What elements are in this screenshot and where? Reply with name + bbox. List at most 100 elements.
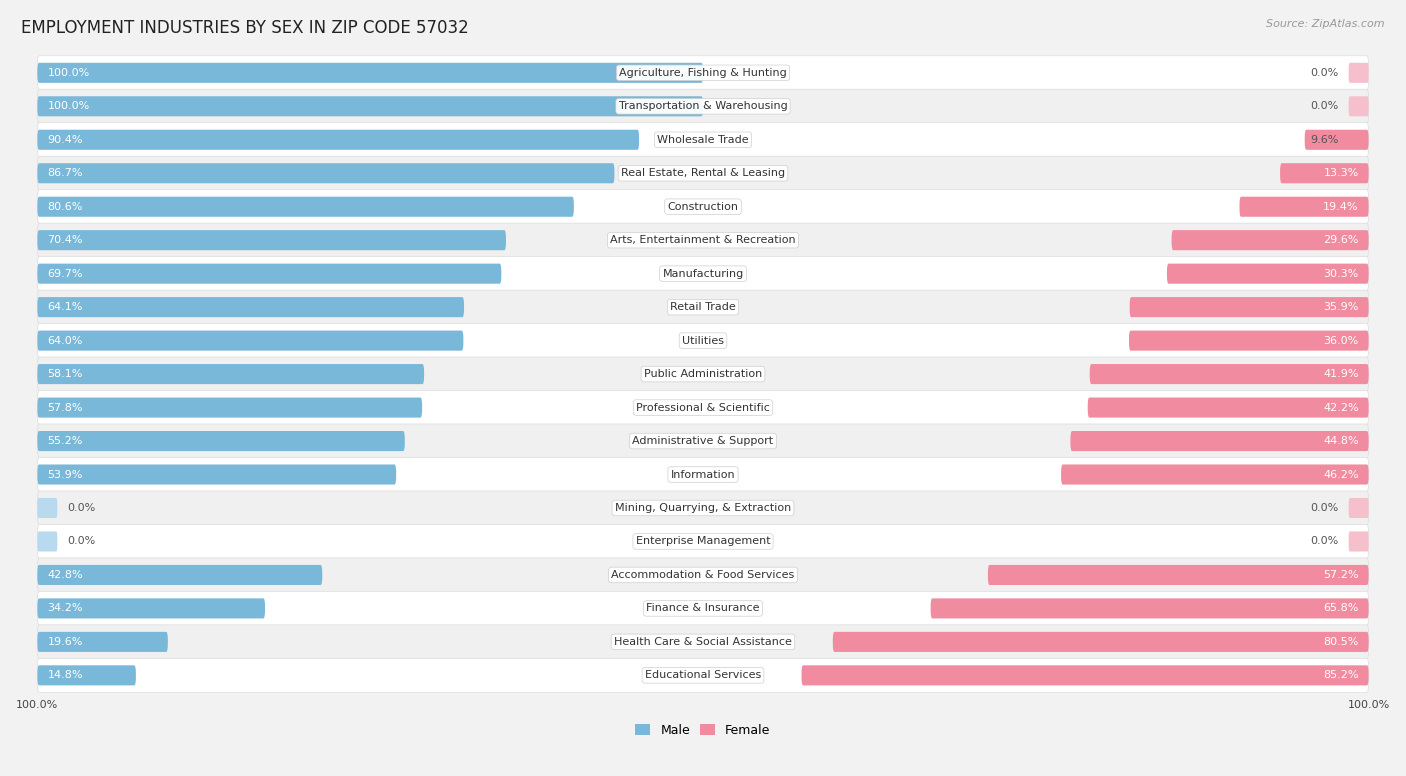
FancyBboxPatch shape	[931, 598, 1368, 618]
FancyBboxPatch shape	[1167, 264, 1368, 284]
Text: Finance & Insurance: Finance & Insurance	[647, 604, 759, 613]
Text: Mining, Quarrying, & Extraction: Mining, Quarrying, & Extraction	[614, 503, 792, 513]
FancyBboxPatch shape	[38, 264, 502, 284]
Text: 29.6%: 29.6%	[1323, 235, 1358, 245]
Text: 0.0%: 0.0%	[1310, 102, 1339, 111]
FancyBboxPatch shape	[38, 431, 405, 451]
FancyBboxPatch shape	[38, 297, 464, 317]
FancyBboxPatch shape	[38, 532, 58, 552]
FancyBboxPatch shape	[38, 189, 1368, 223]
FancyBboxPatch shape	[1348, 532, 1368, 552]
Text: 19.6%: 19.6%	[48, 637, 83, 647]
Text: Wholesale Trade: Wholesale Trade	[657, 135, 749, 145]
FancyBboxPatch shape	[38, 525, 1368, 559]
FancyBboxPatch shape	[1348, 498, 1368, 518]
FancyBboxPatch shape	[38, 465, 396, 484]
Text: Utilities: Utilities	[682, 335, 724, 345]
Text: Arts, Entertainment & Recreation: Arts, Entertainment & Recreation	[610, 235, 796, 245]
FancyBboxPatch shape	[38, 625, 1368, 659]
FancyBboxPatch shape	[38, 89, 1368, 123]
Text: 30.3%: 30.3%	[1323, 268, 1358, 279]
FancyBboxPatch shape	[1348, 63, 1368, 83]
Text: 100.0%: 100.0%	[17, 701, 59, 711]
Text: Construction: Construction	[668, 202, 738, 212]
Text: 80.6%: 80.6%	[48, 202, 83, 212]
FancyBboxPatch shape	[38, 96, 703, 116]
Text: Transportation & Warehousing: Transportation & Warehousing	[619, 102, 787, 111]
FancyBboxPatch shape	[38, 230, 506, 250]
Text: 35.9%: 35.9%	[1323, 302, 1358, 312]
FancyBboxPatch shape	[1171, 230, 1368, 250]
FancyBboxPatch shape	[38, 424, 1368, 458]
Text: 70.4%: 70.4%	[48, 235, 83, 245]
Text: 14.8%: 14.8%	[48, 670, 83, 681]
Text: 65.8%: 65.8%	[1323, 604, 1358, 613]
FancyBboxPatch shape	[38, 565, 322, 585]
Text: Professional & Scientific: Professional & Scientific	[636, 403, 770, 413]
FancyBboxPatch shape	[38, 257, 1368, 291]
Text: 85.2%: 85.2%	[1323, 670, 1358, 681]
Text: 80.5%: 80.5%	[1323, 637, 1358, 647]
Text: 42.2%: 42.2%	[1323, 403, 1358, 413]
Text: 64.0%: 64.0%	[48, 335, 83, 345]
FancyBboxPatch shape	[1279, 163, 1368, 183]
FancyBboxPatch shape	[38, 156, 1368, 190]
Text: Administrative & Support: Administrative & Support	[633, 436, 773, 446]
FancyBboxPatch shape	[1305, 130, 1368, 150]
Text: 100.0%: 100.0%	[48, 102, 90, 111]
Legend: Male, Female: Male, Female	[630, 719, 776, 742]
Text: 0.0%: 0.0%	[67, 503, 96, 513]
FancyBboxPatch shape	[38, 558, 1368, 592]
Text: 41.9%: 41.9%	[1323, 369, 1358, 379]
FancyBboxPatch shape	[1088, 397, 1368, 417]
FancyBboxPatch shape	[38, 163, 614, 183]
FancyBboxPatch shape	[38, 665, 136, 685]
Text: 86.7%: 86.7%	[48, 168, 83, 178]
FancyBboxPatch shape	[38, 130, 640, 150]
FancyBboxPatch shape	[1129, 297, 1368, 317]
FancyBboxPatch shape	[988, 565, 1368, 585]
Text: 100.0%: 100.0%	[1347, 701, 1389, 711]
Text: 42.8%: 42.8%	[48, 570, 83, 580]
Text: Public Administration: Public Administration	[644, 369, 762, 379]
FancyBboxPatch shape	[38, 498, 58, 518]
FancyBboxPatch shape	[38, 357, 1368, 391]
Text: 53.9%: 53.9%	[48, 469, 83, 480]
Text: 13.3%: 13.3%	[1323, 168, 1358, 178]
FancyBboxPatch shape	[832, 632, 1368, 652]
FancyBboxPatch shape	[38, 591, 1368, 625]
Text: 19.4%: 19.4%	[1323, 202, 1358, 212]
Text: 57.2%: 57.2%	[1323, 570, 1358, 580]
Text: 0.0%: 0.0%	[1310, 536, 1339, 546]
FancyBboxPatch shape	[801, 665, 1368, 685]
FancyBboxPatch shape	[38, 491, 1368, 525]
Text: Health Care & Social Assistance: Health Care & Social Assistance	[614, 637, 792, 647]
Text: 58.1%: 58.1%	[48, 369, 83, 379]
FancyBboxPatch shape	[1062, 465, 1368, 484]
FancyBboxPatch shape	[1090, 364, 1368, 384]
Text: 44.8%: 44.8%	[1323, 436, 1358, 446]
Text: 57.8%: 57.8%	[48, 403, 83, 413]
Text: Accommodation & Food Services: Accommodation & Food Services	[612, 570, 794, 580]
FancyBboxPatch shape	[1348, 96, 1368, 116]
Text: 34.2%: 34.2%	[48, 604, 83, 613]
Text: 46.2%: 46.2%	[1323, 469, 1358, 480]
Text: Manufacturing: Manufacturing	[662, 268, 744, 279]
Text: Source: ZipAtlas.com: Source: ZipAtlas.com	[1267, 19, 1385, 29]
Text: 64.1%: 64.1%	[48, 302, 83, 312]
Text: Agriculture, Fishing & Hunting: Agriculture, Fishing & Hunting	[619, 68, 787, 78]
FancyBboxPatch shape	[1240, 196, 1368, 217]
FancyBboxPatch shape	[38, 390, 1368, 424]
FancyBboxPatch shape	[1129, 331, 1368, 351]
FancyBboxPatch shape	[38, 196, 574, 217]
FancyBboxPatch shape	[38, 598, 264, 618]
FancyBboxPatch shape	[38, 324, 1368, 358]
FancyBboxPatch shape	[38, 56, 1368, 90]
Text: 55.2%: 55.2%	[48, 436, 83, 446]
Text: Enterprise Management: Enterprise Management	[636, 536, 770, 546]
FancyBboxPatch shape	[1070, 431, 1368, 451]
Text: Real Estate, Rental & Leasing: Real Estate, Rental & Leasing	[621, 168, 785, 178]
Text: Information: Information	[671, 469, 735, 480]
FancyBboxPatch shape	[38, 397, 422, 417]
Text: 36.0%: 36.0%	[1323, 335, 1358, 345]
